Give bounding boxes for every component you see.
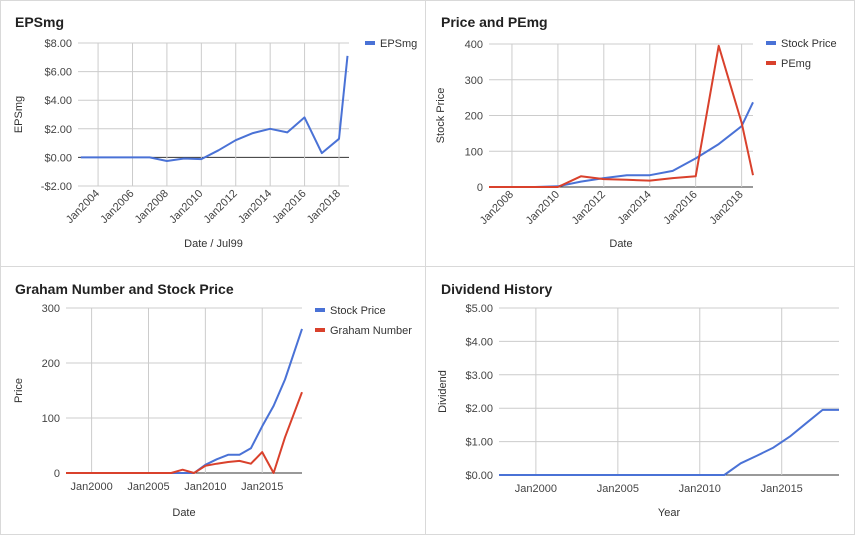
x-tick-label: Jan2015: [761, 483, 803, 495]
x-axis-title: Year: [658, 507, 681, 519]
chart-title: Price and PEmg: [441, 14, 548, 30]
eps-chart: EPSmg-$2.00$0.00$2.00$4.00$6.00$8.00Jan2…: [13, 14, 417, 250]
y-tick-label: 200: [465, 111, 483, 123]
y-tick-label: 300: [42, 303, 60, 315]
x-tick-label: Jan2000: [515, 483, 557, 495]
y-tick-label: 300: [465, 75, 483, 87]
y-tick-label: $5.00: [465, 303, 493, 315]
dividend-chart: Dividend History $0.00 $1.00 $2.00 $3.00 $4.0…: [437, 281, 839, 519]
y-tick-label: $3.00: [465, 370, 493, 382]
eps-chart-panel: EPSmg -$2.00 $0.00 $2.00 $4.00 $6.00 $8.00 Jan2…: [0, 0, 425, 266]
y-axis-title: EPSmg: [13, 96, 25, 133]
legend-label: PEmg: [781, 58, 811, 70]
x-tick-label: Jan2015: [241, 481, 283, 493]
legend-label: Graham Number: [330, 325, 412, 337]
y-tick-label: 100: [42, 413, 60, 425]
legend-label: Stock Price: [330, 305, 386, 317]
y-tick-label: 400: [465, 39, 483, 51]
chart-title: Graham Number and Stock Price: [15, 281, 234, 297]
y-tick-label: $0.00: [44, 152, 72, 164]
series-line-0: [499, 408, 839, 476]
series-line-0: [80, 55, 349, 162]
chart-title: Dividend History: [441, 281, 552, 297]
legend-label: Stock Price: [781, 38, 837, 50]
x-tick-label: Jan2005: [127, 481, 169, 493]
legend-label: EPSmg: [380, 38, 417, 50]
y-tick-label: $4.00: [465, 336, 493, 348]
y-tick-label: $6.00: [44, 67, 72, 79]
y-tick-label: 100: [465, 146, 483, 158]
horizontal-divider: [0, 266, 855, 267]
y-axis-title: Dividend: [437, 370, 449, 413]
x-tick-label: Jan2005: [597, 483, 639, 495]
y-tick-label: 200: [42, 358, 60, 370]
graham-chart: Graham Number and Stock Price 0 100 200 300 J…: [13, 281, 412, 519]
series-line-1: [66, 391, 303, 474]
y-tick-label: $0.00: [465, 470, 493, 482]
series-line-1: [489, 44, 754, 188]
y-tick-label: $8.00: [44, 38, 72, 50]
y-axis-title: Price: [13, 378, 25, 403]
y-tick-label: -$2.00: [41, 181, 72, 193]
y-tick-label: $4.00: [44, 95, 72, 107]
x-axis-title: Date: [172, 507, 195, 519]
y-tick-label: $2.00: [465, 403, 493, 415]
x-axis-title: Date: [609, 238, 632, 250]
y-tick-label: 0: [477, 182, 483, 194]
vertical-divider: [425, 0, 426, 535]
y-tick-label: $1.00: [465, 437, 493, 449]
y-axis-title: Stock Price: [435, 88, 447, 144]
chart-title: EPSmg: [15, 14, 64, 30]
x-tick-label: Jan2010: [184, 481, 226, 493]
price-pe-chart-panel: Price and PEmg 0 100 200 300 400 Jan2008 Jan201…: [426, 0, 855, 266]
x-axis-title: Date / Jul99: [184, 238, 243, 250]
graham-chart-panel: Graham Number and Stock Price 0 100 200 300 J…: [0, 267, 425, 535]
dividend-chart-panel: Dividend History $0.00 $1.00 $2.00 $3.00 $4.0…: [426, 267, 855, 535]
y-tick-label: $2.00: [44, 124, 72, 136]
y-tick-label: 0: [54, 468, 60, 480]
x-tick-label: Jan2010: [679, 483, 721, 495]
x-tick-label: Jan2000: [70, 481, 112, 493]
